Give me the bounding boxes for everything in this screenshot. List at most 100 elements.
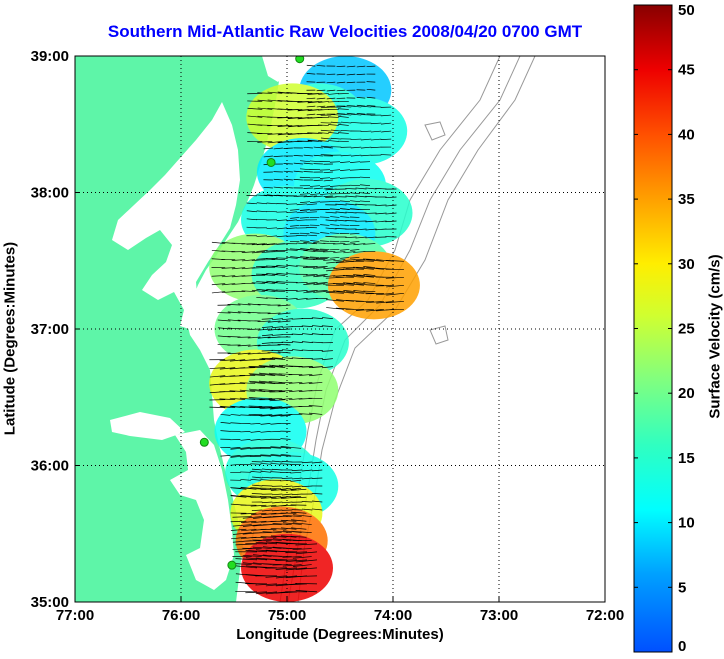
velocity-vector [318, 109, 329, 111]
velocity-vector [271, 334, 283, 336]
velocity-vector [251, 267, 266, 269]
velocity-vector [240, 406, 251, 408]
velocity-vector [242, 540, 262, 542]
velocity-vector [360, 154, 372, 157]
velocity-vector [273, 147, 283, 150]
velocity-vector [343, 251, 356, 254]
velocity-vector [286, 211, 298, 214]
velocity-vector [269, 357, 286, 360]
velocity-vector [272, 555, 292, 557]
velocity-vector [265, 541, 288, 545]
velocity-vector [295, 551, 318, 555]
velocity-vector [300, 160, 311, 163]
velocity-vector [252, 546, 272, 549]
velocity-vector [366, 105, 376, 107]
velocity-vector [270, 454, 282, 457]
colorbar-tick-label: 50 [678, 2, 695, 19]
velocity-vector [360, 184, 371, 187]
velocity-vector [320, 106, 332, 109]
velocity-vector [309, 209, 320, 211]
velocity-vector [323, 195, 333, 197]
velocity-vector [310, 193, 321, 196]
velocity-vector [353, 243, 366, 246]
velocity-vector [280, 455, 292, 457]
colorbar-tick-label: 15 [678, 450, 695, 467]
velocity-vector [326, 81, 336, 84]
velocity-vector [376, 259, 394, 262]
velocity-vector [275, 575, 298, 579]
velocity-vector [290, 527, 307, 530]
velocity-vector [292, 548, 312, 550]
velocity-vector [286, 298, 298, 300]
velocity-vector [257, 336, 271, 339]
colorbar-tick-label: 45 [678, 62, 695, 79]
velocity-vector [241, 290, 256, 292]
velocity-vector [266, 297, 278, 299]
velocity-vector [272, 523, 292, 525]
velocity-vector [280, 446, 292, 449]
velocity-vector [276, 194, 288, 197]
velocity-vector [259, 365, 276, 368]
velocity-vector [270, 446, 281, 448]
velocity-vector [293, 155, 303, 157]
velocity-vector [280, 479, 292, 482]
velocity-vector [285, 583, 308, 586]
velocity-vector [340, 161, 351, 163]
velocity-vector [311, 500, 323, 503]
velocity-vector [360, 192, 371, 195]
velocity-vector [298, 382, 313, 385]
velocity-vector [318, 140, 329, 142]
velocity-vector [240, 479, 252, 481]
velocity-vector [307, 109, 323, 112]
x-tick-label: 76:00 [162, 607, 200, 624]
velocity-vector [240, 447, 252, 450]
velocity-vector [311, 333, 323, 335]
velocity-vector [327, 116, 339, 118]
velocity-vector [355, 292, 374, 294]
velocity-vector [288, 382, 303, 384]
velocity-vector [326, 260, 344, 264]
velocity-vector [271, 258, 286, 260]
velocity-vector [245, 557, 268, 561]
velocity-vector [320, 240, 330, 242]
velocity-vector [303, 283, 316, 285]
velocity-vector [306, 298, 318, 300]
station-marker-0 [295, 56, 305, 64]
velocity-vector [335, 283, 354, 286]
velocity-vector [286, 249, 298, 251]
velocity-vector [301, 341, 313, 343]
velocity-vector [350, 161, 361, 163]
velocity-vector [330, 177, 341, 180]
velocity-vector [276, 235, 288, 238]
velocity-vector [345, 268, 364, 270]
velocity-vector [313, 267, 326, 269]
velocity-vector [309, 185, 321, 187]
velocity-vector [350, 113, 362, 116]
velocity-vector [261, 504, 277, 508]
velocity-vector [343, 290, 356, 292]
velocity-vector [340, 106, 352, 108]
velocity-vector [350, 146, 362, 149]
velocity-vector [230, 455, 241, 457]
velocity-vector [256, 243, 268, 246]
velocity-vector [370, 138, 382, 141]
velocity-vector [251, 243, 266, 246]
velocity-vector [255, 541, 278, 545]
velocity-vector [287, 141, 303, 143]
velocity-vector [296, 265, 308, 267]
velocity-vector [325, 219, 337, 222]
velocity-vector [300, 240, 310, 242]
y-tick-label: 38:00 [31, 185, 69, 202]
velocity-vector [345, 188, 357, 190]
velocity-vector [291, 333, 303, 335]
velocity-vector [250, 431, 261, 433]
velocity-vector [330, 257, 340, 259]
velocity-vector [211, 275, 226, 277]
velocity-vector [231, 495, 247, 498]
velocity-vector [219, 375, 236, 378]
velocity-vector [307, 117, 323, 119]
velocity-vector [339, 200, 351, 203]
velocity-vector [230, 406, 241, 408]
colorbar-tick-label: 25 [678, 321, 695, 338]
velocity-vector [261, 274, 276, 276]
